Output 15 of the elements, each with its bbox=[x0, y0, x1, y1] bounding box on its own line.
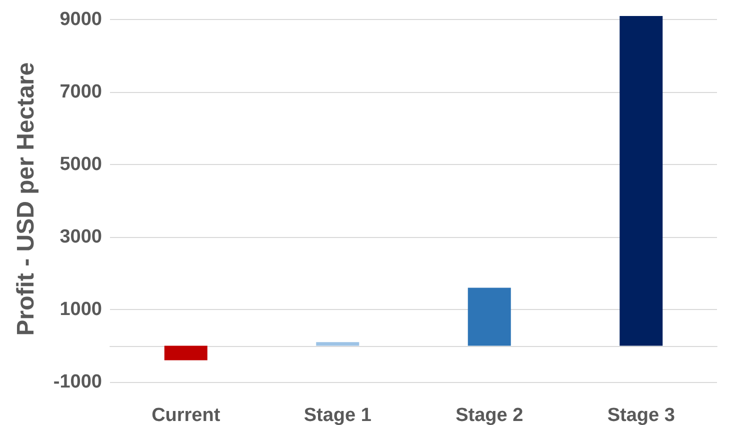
y-tick-label: -1000 bbox=[53, 372, 102, 392]
y-tick-label: 3000 bbox=[60, 226, 102, 248]
y-tick-label: 1000 bbox=[60, 299, 102, 320]
bar bbox=[468, 288, 511, 346]
bar bbox=[620, 16, 663, 346]
bar bbox=[164, 346, 208, 360]
y-tick-label: 7000 bbox=[60, 82, 102, 103]
x-tick-label: Stage 2 bbox=[456, 405, 524, 425]
y-tick-label: 5000 bbox=[60, 154, 102, 176]
y-tick-label: 9000 bbox=[60, 9, 102, 30]
x-tick-label: Stage 1 bbox=[304, 405, 372, 425]
y-axis-title: Profit - USD per Hectare bbox=[12, 62, 40, 336]
x-tick-label: Current bbox=[152, 405, 221, 425]
bar bbox=[316, 342, 360, 346]
x-tick-label: Stage 3 bbox=[607, 405, 675, 425]
